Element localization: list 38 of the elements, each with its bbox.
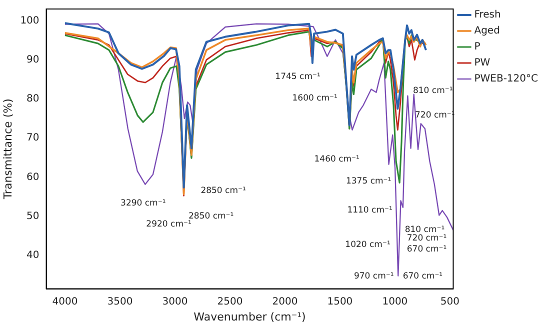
- annotation: 670 cm⁻¹: [402, 271, 443, 282]
- annotation: 1745 cm⁻¹: [275, 72, 320, 82]
- annotation: 670 cm⁻¹: [406, 244, 447, 254]
- x-tick-label: 3500: [107, 296, 133, 308]
- x-tick-label: 2000: [272, 296, 298, 308]
- legend-label: Fresh: [474, 10, 501, 21]
- annotation: 2920 cm⁻¹: [146, 219, 192, 230]
- y-tick-label: 40: [26, 250, 40, 262]
- y-tick-label: 90: [26, 54, 40, 66]
- x-tick-label: 1500: [327, 296, 353, 308]
- x-tick-label: 1000: [382, 296, 408, 308]
- annotation: 720 cm⁻¹: [406, 234, 447, 244]
- legend-label: PWEB-120°C: [474, 74, 538, 85]
- x-axis-title: Wavenumber (cm⁻¹): [194, 310, 306, 324]
- annotation: 1600 cm⁻¹: [292, 93, 338, 104]
- annotation: 1020 cm⁻¹: [345, 240, 390, 250]
- x-tick-label: 4000: [52, 296, 78, 308]
- annotation: 2850 cm⁻¹: [188, 212, 234, 222]
- y-axis-title: Transmittance (%): [1, 98, 14, 200]
- annotation: 810 cm⁻¹: [404, 225, 445, 236]
- annotation: 970 cm⁻¹: [354, 271, 394, 282]
- y-tick-label: 70: [26, 132, 40, 144]
- y-tick-label: 80: [26, 94, 40, 105]
- annotation: 1460 cm⁻¹: [314, 154, 360, 164]
- x-tick-label: 3000: [162, 296, 188, 308]
- y-tick-label: 60: [26, 172, 40, 183]
- annotation: 1375 cm⁻¹: [346, 176, 392, 186]
- annotation: 3290 cm⁻¹: [120, 198, 166, 209]
- y-tick-label: 100: [20, 15, 40, 26]
- legend-label: Aged: [474, 26, 500, 37]
- annotation: 1110 cm⁻¹: [347, 206, 392, 216]
- annotation: 2850 cm⁻¹: [200, 186, 246, 196]
- x-tick-label: 500: [440, 296, 460, 308]
- legend-label: PW: [474, 58, 490, 69]
- annotation: 810 cm⁻¹: [412, 86, 453, 96]
- legend-label: P: [474, 42, 480, 53]
- y-tick-label: 50: [26, 211, 40, 222]
- x-tick-label: 2500: [217, 296, 243, 308]
